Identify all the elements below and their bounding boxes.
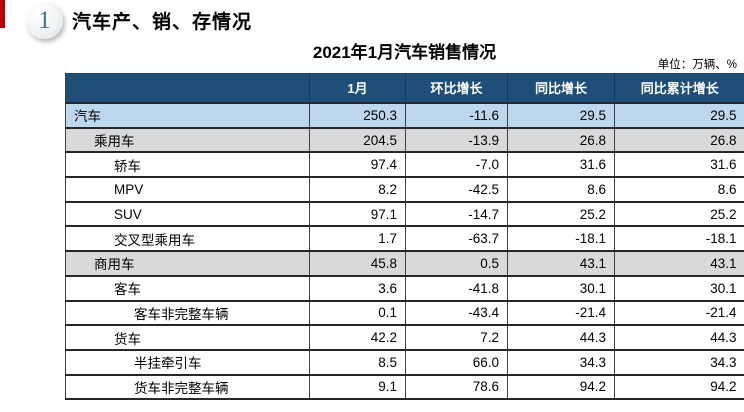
auto-sales-table: 1月 环比增长 同比增长 同比累计增长 汽车 250.3 -11.6 29.5 29.5… — [65, 73, 744, 401]
table-row: 商用车 45.8 0.5 43.1 43.1 — [65, 250, 744, 276]
cell-value: -43.4 — [405, 299, 508, 326]
row-label: 商用车 — [65, 250, 310, 276]
table-row: MPV 8.2 -42.5 8.6 8.6 — [65, 176, 744, 202]
table-row: 半挂牵引车 8.5 66.0 34.3 34.3 — [65, 348, 744, 375]
cell-value: -63.7 — [405, 225, 508, 252]
cell-value: 26.8 — [614, 126, 744, 153]
cell-value: -14.7 — [405, 200, 508, 227]
cell-value: 44.3 — [614, 324, 744, 350]
table-row: 轿车 97.4 -7.0 31.6 31.6 — [65, 151, 744, 178]
cell-value: 29.5 — [614, 102, 744, 128]
table-header-row: 1月 环比增长 同比增长 同比累计增长 — [65, 73, 744, 103]
cell-value: 0.5 — [405, 250, 508, 276]
cell-value: -42.5 — [405, 176, 508, 202]
cell-value: 7.2 — [405, 324, 508, 350]
table-row: 货车非完整车辆 9.1 78.6 94.2 94.2 — [65, 373, 744, 400]
row-label: 货车 — [65, 324, 310, 350]
row-label: 轿车 — [65, 151, 310, 178]
row-label: MPV — [65, 176, 310, 202]
row-label: 半挂牵引车 — [65, 348, 310, 375]
cell-value: 97.1 — [309, 200, 406, 227]
cell-value: -11.6 — [405, 102, 508, 128]
cell-value: 94.2 — [507, 373, 615, 400]
table-row: 货车 42.2 7.2 44.3 44.3 — [65, 324, 744, 350]
section-number: 1 — [38, 7, 51, 34]
cell-value: 66.0 — [405, 348, 508, 375]
cell-value: 78.6 — [405, 373, 508, 400]
cell-value: 94.2 — [614, 373, 744, 400]
cell-value: -13.9 — [405, 126, 508, 153]
cell-value: 0.1 — [309, 299, 406, 326]
cell-value: 25.2 — [507, 200, 615, 227]
cell-value: 25.2 — [614, 200, 744, 227]
cell-value: -18.1 — [507, 225, 615, 252]
table-row: 乘用车 204.5 -13.9 26.8 26.8 — [65, 126, 744, 153]
column-header-yoy-cum-growth: 同比累计增长 — [614, 73, 744, 103]
cell-value: 8.5 — [309, 348, 406, 375]
row-label: 客车 — [65, 274, 310, 301]
column-header-mom-growth: 环比增长 — [405, 73, 508, 103]
cell-value: 34.3 — [507, 348, 615, 375]
cell-value: 30.1 — [507, 274, 615, 301]
table-row: 客车非完整车辆 0.1 -43.4 -21.4 -21.4 — [65, 299, 744, 326]
cell-value: -7.0 — [405, 151, 508, 178]
row-label: 交叉型乘用车 — [65, 225, 310, 252]
column-header-yoy-growth: 同比增长 — [507, 73, 615, 103]
red-accent-bar — [0, 0, 5, 28]
cell-value: 26.8 — [507, 126, 615, 153]
column-header-category — [65, 73, 310, 103]
cell-value: 8.6 — [507, 176, 615, 202]
cell-value: 97.4 — [309, 151, 406, 178]
table-row: 汽车 250.3 -11.6 29.5 29.5 — [65, 102, 744, 128]
cell-value: 29.5 — [507, 102, 615, 128]
cell-value: -18.1 — [614, 225, 744, 252]
row-label: 货车非完整车辆 — [65, 373, 310, 400]
table-row: 客车 3.6 -41.8 30.1 30.1 — [65, 274, 744, 301]
cell-value: -41.8 — [405, 274, 508, 301]
table-row: SUV 97.1 -14.7 25.2 25.2 — [65, 200, 744, 227]
cell-value: 31.6 — [507, 151, 615, 178]
row-label: 客车非完整车辆 — [65, 299, 310, 326]
cell-value: 31.6 — [614, 151, 744, 178]
table-title: 2021年1月汽车销售情况 — [312, 43, 497, 62]
unit-note: 单位：万辆、% — [657, 59, 737, 71]
cell-value: 8.6 — [614, 176, 744, 202]
cell-value: 250.3 — [309, 102, 406, 128]
cell-value: 204.5 — [309, 126, 406, 153]
section-title: 汽车产、销、存情况 — [72, 12, 253, 33]
row-label: SUV — [65, 200, 310, 227]
cell-value: 9.1 — [309, 373, 406, 400]
row-label: 汽车 — [65, 102, 310, 128]
cell-value: 8.2 — [309, 176, 406, 202]
section-number-badge: 1 — [26, 2, 63, 39]
cell-value: 43.1 — [507, 250, 615, 276]
cell-value: -21.4 — [507, 299, 615, 326]
cell-value: 45.8 — [309, 250, 406, 276]
table-row: 交叉型乘用车 1.7 -63.7 -18.1 -18.1 — [65, 225, 744, 252]
cell-value: 44.3 — [507, 324, 615, 350]
cell-value: 1.7 — [309, 225, 406, 252]
cell-value: -21.4 — [614, 299, 744, 326]
cell-value: 30.1 — [614, 274, 744, 301]
cell-value: 3.6 — [309, 274, 406, 301]
cell-value: 43.1 — [614, 250, 744, 276]
cell-value: 34.3 — [614, 348, 744, 375]
cell-value: 42.2 — [309, 324, 406, 350]
column-header-january: 1月 — [309, 73, 406, 103]
row-label: 乘用车 — [65, 126, 310, 153]
